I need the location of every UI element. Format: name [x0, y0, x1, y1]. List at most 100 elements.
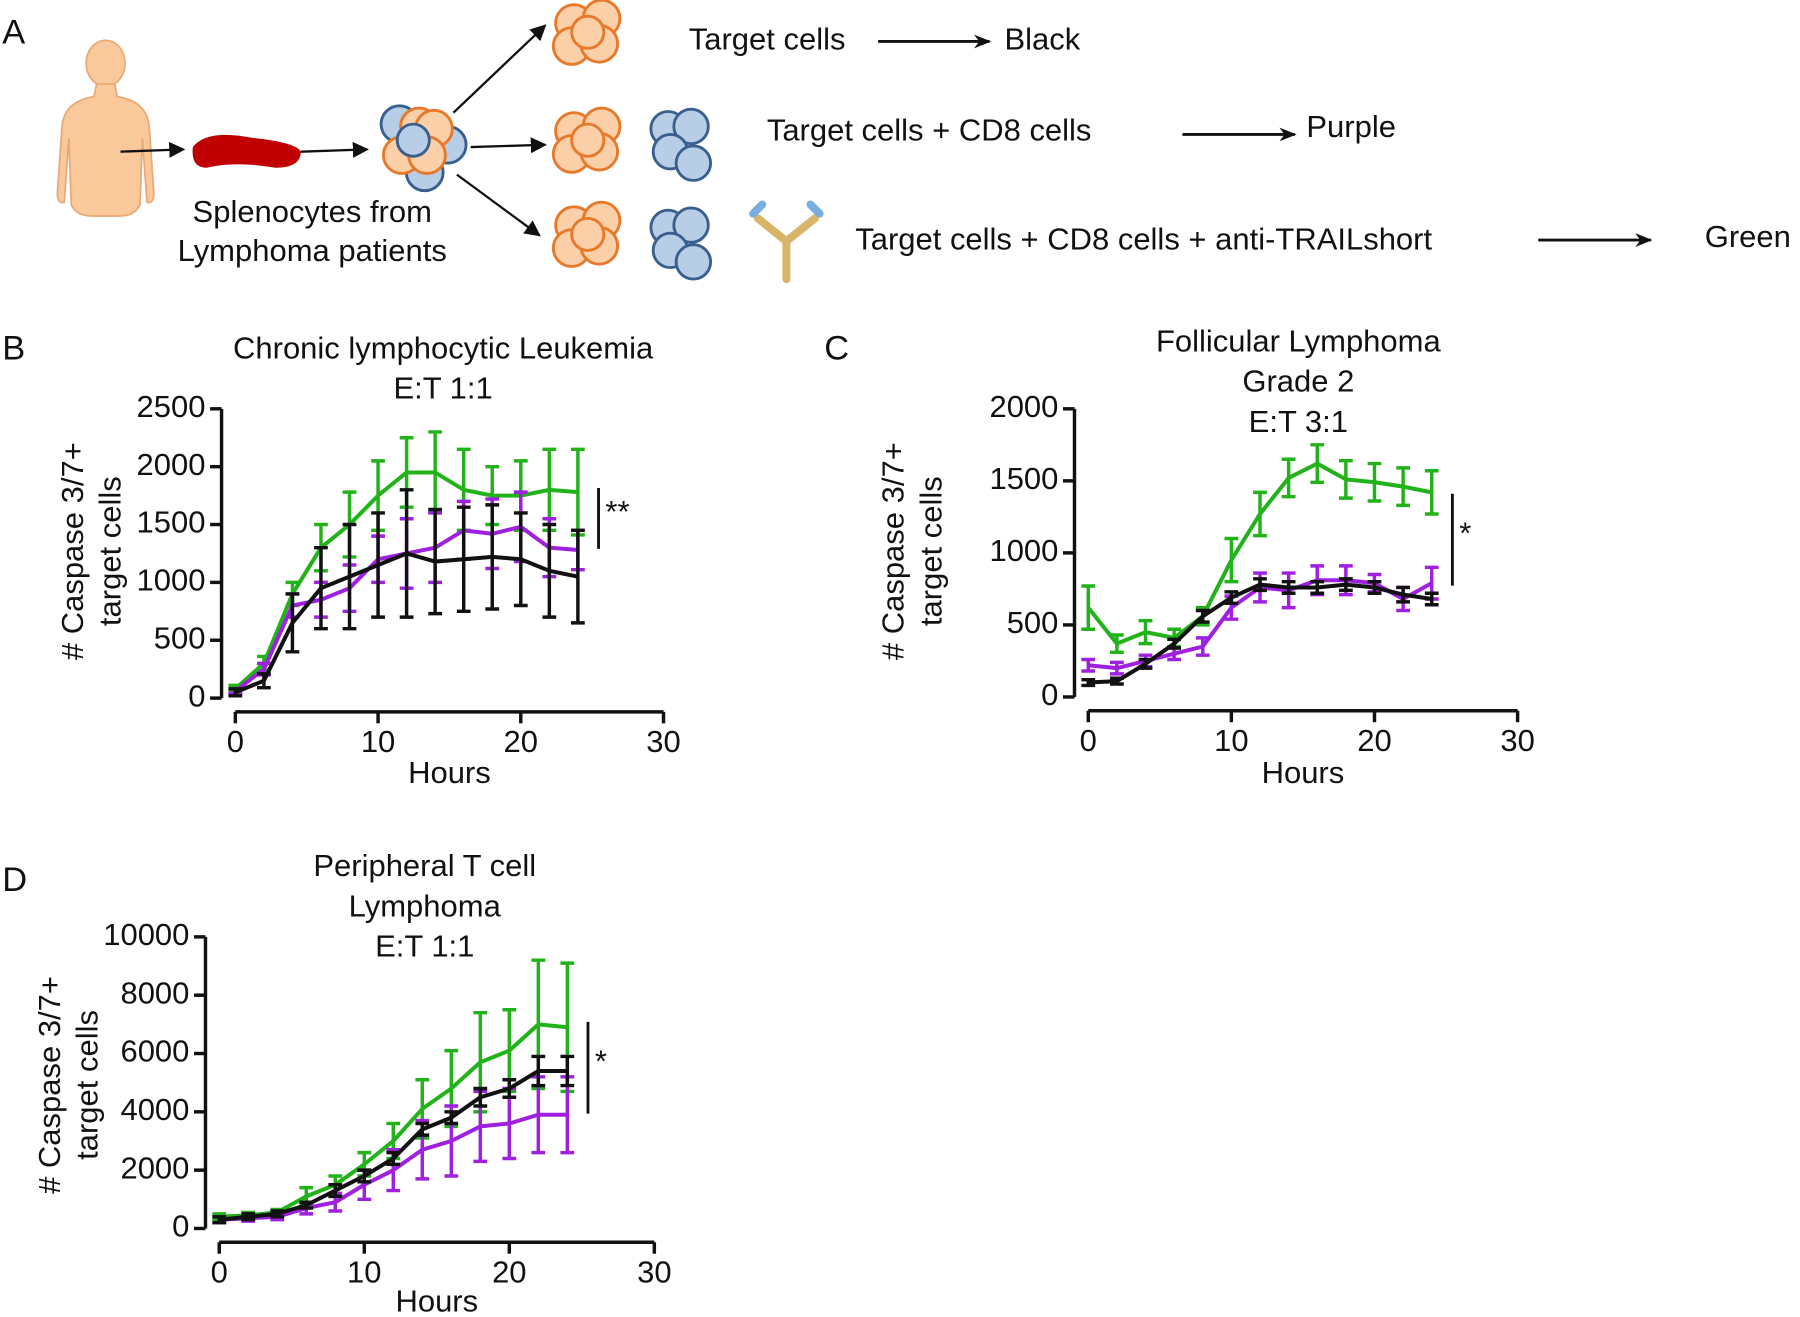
y-tick-label: 2500	[137, 389, 206, 424]
error-bar	[1195, 608, 1210, 624]
error-bar	[1138, 657, 1153, 670]
significance-label: **	[605, 494, 629, 529]
error-bar	[570, 528, 585, 625]
chart-title: E:T 1:1	[375, 929, 474, 964]
y-tick-label: 2000	[989, 389, 1058, 424]
y-tick-label: 500	[154, 620, 206, 655]
human-figure	[56, 39, 155, 217]
error-bar	[1396, 466, 1411, 508]
antibody	[749, 200, 824, 284]
error-bar	[314, 545, 328, 631]
error-bar	[456, 505, 471, 614]
arrow	[470, 137, 547, 154]
y-tick-label: 1500	[137, 505, 206, 540]
x-tick-label: 10	[347, 1255, 381, 1290]
x-axis-label: Hours	[395, 1283, 478, 1317]
x-tick-label: 20	[504, 724, 538, 759]
error-bar	[1281, 457, 1296, 499]
condition-label: Target cells + CD8 cells	[767, 112, 1092, 147]
error-bar	[270, 1209, 285, 1219]
y-tick-label: 10000	[103, 917, 189, 952]
x-tick-label: 20	[492, 1255, 526, 1290]
x-tick-label: 0	[1080, 723, 1097, 758]
chart-title: Lymphoma	[349, 888, 502, 923]
error-bar	[1109, 660, 1124, 676]
error-bar	[1109, 633, 1124, 655]
x-tick-label: 30	[646, 724, 680, 759]
error-bar	[1081, 677, 1096, 688]
error-bar	[1167, 637, 1182, 650]
error-bar	[357, 1168, 372, 1184]
panel-label: D	[2, 861, 27, 899]
arrow	[456, 173, 541, 237]
error-bar	[542, 522, 557, 619]
error-bar	[299, 1200, 314, 1210]
error-bar	[212, 1215, 227, 1225]
error-bar	[1367, 461, 1382, 503]
x-tick-label: 0	[211, 1255, 228, 1290]
y-tick-label: 1000	[137, 563, 206, 598]
significance-label: *	[1459, 515, 1471, 550]
y-axis-label: target cells	[70, 1010, 105, 1160]
arrow	[300, 141, 369, 158]
y-tick-label: 1000	[989, 533, 1058, 568]
panel-label: B	[2, 329, 25, 367]
error-bar	[1109, 676, 1124, 686]
error-bar	[513, 511, 528, 608]
error-bar	[1281, 579, 1296, 595]
error-bar	[371, 511, 385, 619]
y-tick-label: 4000	[120, 1092, 189, 1127]
chart-title: Chronic lymphocytic Leukemia	[233, 330, 654, 365]
error-bar	[328, 1183, 343, 1199]
error-bar	[1338, 577, 1353, 593]
condition-label: Target cells + CD8 cells + anti-TRAILsho…	[855, 221, 1432, 256]
y-tick-label: 0	[188, 678, 205, 713]
arrow	[452, 24, 547, 114]
x-tick-label: 0	[227, 724, 244, 759]
error-bar	[1310, 579, 1325, 595]
error-bar	[1396, 585, 1411, 604]
error-bar	[531, 1054, 546, 1088]
chart-title: E:T 3:1	[1249, 404, 1348, 439]
condition-label: Target cells	[689, 22, 846, 57]
y-tick-label: 0	[1041, 677, 1058, 712]
error-bar	[1253, 490, 1267, 538]
y-axis-label: target cells	[913, 476, 948, 626]
error-bar	[228, 687, 243, 698]
mixed-cells	[379, 104, 468, 193]
error-bar	[241, 1212, 256, 1222]
y-tick-label: 8000	[120, 975, 189, 1010]
error-bar	[502, 1078, 517, 1099]
target-cells	[551, 0, 622, 268]
y-tick-label: 1500	[989, 461, 1058, 496]
chart-title: E:T 1:1	[393, 371, 492, 406]
x-tick-label: 20	[1357, 723, 1391, 758]
error-bar	[1253, 577, 1267, 593]
error-bar	[1338, 458, 1353, 500]
y-tick-label: 2000	[137, 447, 206, 482]
source-label: Lymphoma patients	[178, 233, 447, 268]
error-bar	[1081, 584, 1096, 631]
error-bar	[560, 1054, 575, 1088]
source-label: Splenocytes from	[193, 194, 432, 229]
y-tick-label: 2000	[120, 1150, 189, 1185]
panel-label: A	[2, 14, 25, 52]
y-axis-label: # Caspase 3/7+	[55, 442, 90, 660]
y-axis-label: # Caspase 3/7+	[876, 442, 911, 660]
error-bar	[485, 503, 500, 611]
color-label: Black	[1004, 22, 1080, 57]
error-bar	[1224, 590, 1239, 606]
color-label: Purple	[1306, 109, 1396, 144]
error-bar	[256, 672, 271, 690]
chart-title: Peripheral T cell	[313, 848, 536, 883]
chart-title: Grade 2	[1242, 364, 1354, 399]
spleen	[192, 134, 301, 168]
error-bar	[1310, 443, 1325, 485]
error-bar	[415, 1121, 430, 1137]
y-tick-label: 500	[1007, 605, 1059, 640]
chart-title: Follicular Lymphoma	[1156, 324, 1441, 359]
y-axis-label: target cells	[93, 476, 128, 626]
error-bar	[1224, 536, 1239, 584]
